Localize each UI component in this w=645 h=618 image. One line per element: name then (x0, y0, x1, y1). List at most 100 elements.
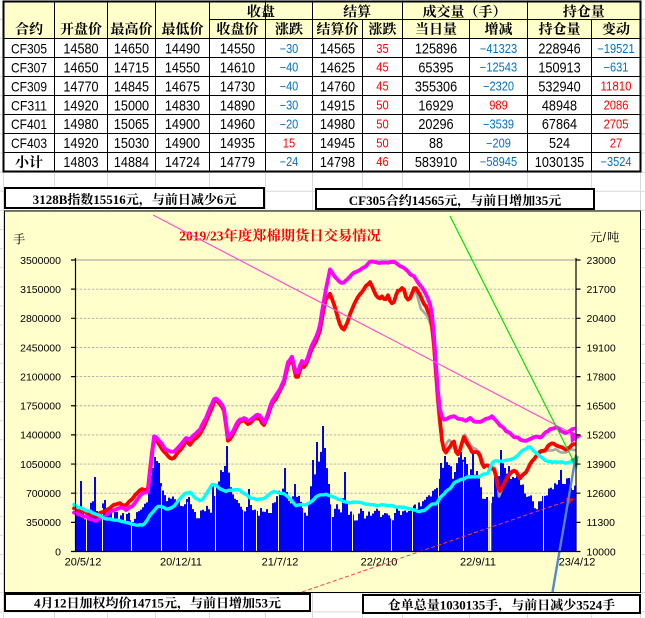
svg-text:14565: 14565 (412, 193, 445, 208)
svg-text:14770: 14770 (63, 78, 98, 95)
svg-text:21700: 21700 (587, 284, 616, 296)
svg-text:23/4/12: 23/4/12 (559, 557, 596, 569)
svg-text:532940: 532940 (538, 78, 580, 95)
svg-text:2705: 2705 (604, 117, 629, 131)
svg-text:15030: 15030 (114, 135, 149, 152)
svg-text:CF305: CF305 (349, 193, 386, 208)
svg-text:14845: 14845 (114, 78, 149, 95)
svg-text:14798: 14798 (320, 154, 355, 171)
svg-text:27: 27 (610, 136, 622, 150)
svg-text:14884: 14884 (114, 154, 149, 171)
svg-text:14980: 14980 (320, 116, 355, 133)
svg-text:3150000: 3150000 (20, 284, 61, 296)
svg-text:1030135: 1030135 (440, 598, 486, 613)
svg-text:700000: 700000 (26, 488, 61, 500)
svg-text:10000: 10000 (587, 546, 616, 558)
svg-text:14980: 14980 (63, 116, 98, 133)
svg-text:20/12/11: 20/12/11 (160, 557, 202, 569)
svg-text:14960: 14960 (220, 116, 255, 133)
svg-text:1750000: 1750000 (20, 401, 61, 413)
svg-text:14490: 14490 (165, 41, 200, 58)
svg-text:CF309: CF309 (11, 78, 47, 94)
svg-text:14900: 14900 (165, 135, 200, 152)
svg-text:350000: 350000 (26, 517, 61, 529)
svg-text:14550: 14550 (165, 60, 200, 77)
svg-text:125896: 125896 (415, 41, 457, 58)
svg-text:989: 989 (489, 99, 508, 113)
svg-text:14715: 14715 (132, 596, 165, 611)
svg-text:15065: 15065 (114, 116, 149, 133)
svg-text:1030135: 1030135 (535, 154, 584, 171)
svg-text:−3524: −3524 (601, 155, 632, 169)
svg-text:583910: 583910 (415, 154, 457, 171)
svg-text:3500000: 3500000 (20, 255, 61, 267)
svg-text:14650: 14650 (63, 60, 98, 77)
svg-text:11810: 11810 (601, 80, 632, 94)
svg-text:14650: 14650 (114, 41, 149, 58)
svg-text:48948: 48948 (542, 97, 577, 114)
svg-text:−58945: −58945 (480, 155, 517, 169)
svg-text:14945: 14945 (320, 135, 355, 152)
svg-text:14724: 14724 (165, 154, 200, 171)
svg-text:15000: 15000 (114, 97, 149, 114)
svg-text:14915: 14915 (320, 97, 355, 114)
svg-text:14779: 14779 (220, 154, 255, 171)
svg-text:−19521: −19521 (597, 42, 634, 56)
svg-text:2086: 2086 (604, 99, 629, 113)
svg-text:/: / (603, 232, 607, 244)
svg-text:14565: 14565 (320, 41, 355, 58)
svg-text:17800: 17800 (587, 371, 616, 383)
svg-text:14675: 14675 (165, 78, 200, 95)
svg-text:14730: 14730 (220, 78, 255, 95)
svg-text:CF401: CF401 (11, 116, 47, 132)
svg-text:11300: 11300 (587, 517, 616, 529)
svg-text:14625: 14625 (320, 60, 355, 77)
svg-text:−20: −20 (280, 117, 299, 131)
svg-text:−30: −30 (280, 42, 299, 56)
svg-text:35: 35 (376, 42, 388, 56)
svg-text:67864: 67864 (542, 116, 577, 133)
svg-text:15516: 15516 (93, 192, 126, 207)
svg-text:50: 50 (376, 99, 388, 113)
svg-text:CF403: CF403 (11, 135, 47, 151)
svg-text:2019/23: 2019/23 (179, 229, 224, 244)
svg-text:−24: −24 (280, 155, 299, 169)
svg-text:−2320: −2320 (483, 80, 514, 94)
svg-text:−30: −30 (280, 99, 299, 113)
svg-text:−12543: −12543 (480, 61, 517, 75)
svg-text:88: 88 (429, 135, 443, 152)
svg-text:12: 12 (54, 596, 67, 611)
svg-text:3524: 3524 (576, 598, 603, 613)
svg-text:14920: 14920 (63, 135, 98, 152)
svg-text:13900: 13900 (587, 459, 616, 471)
svg-text:14580: 14580 (63, 41, 98, 58)
svg-text:355306: 355306 (415, 78, 457, 95)
svg-text:−631: −631 (604, 61, 629, 75)
svg-text:3128B: 3128B (33, 192, 68, 207)
svg-text:1400000: 1400000 (20, 430, 61, 442)
svg-text:45: 45 (376, 80, 388, 94)
svg-text:1050000: 1050000 (20, 459, 61, 471)
svg-text:−41323: −41323 (480, 42, 517, 56)
svg-text:35: 35 (535, 193, 549, 208)
svg-text:14803: 14803 (63, 154, 98, 171)
svg-text:50: 50 (376, 117, 388, 131)
svg-text:20/5/12: 20/5/12 (65, 557, 102, 569)
svg-text:14890: 14890 (220, 97, 255, 114)
svg-text:12600: 12600 (587, 488, 616, 500)
svg-text:2100000: 2100000 (20, 371, 61, 383)
svg-text:65395: 65395 (418, 60, 453, 77)
svg-text:228946: 228946 (538, 41, 580, 58)
svg-text:14550: 14550 (220, 41, 255, 58)
svg-text:22/9/11: 22/9/11 (460, 557, 496, 569)
svg-text:16500: 16500 (587, 401, 616, 413)
svg-text:6: 6 (217, 192, 224, 207)
svg-text:20400: 20400 (587, 313, 616, 325)
svg-text:21/7/12: 21/7/12 (262, 557, 299, 569)
svg-text:14935: 14935 (220, 135, 255, 152)
svg-text:−40: −40 (280, 80, 299, 94)
svg-text:−40: −40 (280, 61, 299, 75)
svg-text:22/2/10: 22/2/10 (361, 557, 398, 569)
svg-text:46: 46 (376, 155, 388, 169)
svg-text:14920: 14920 (63, 97, 98, 114)
